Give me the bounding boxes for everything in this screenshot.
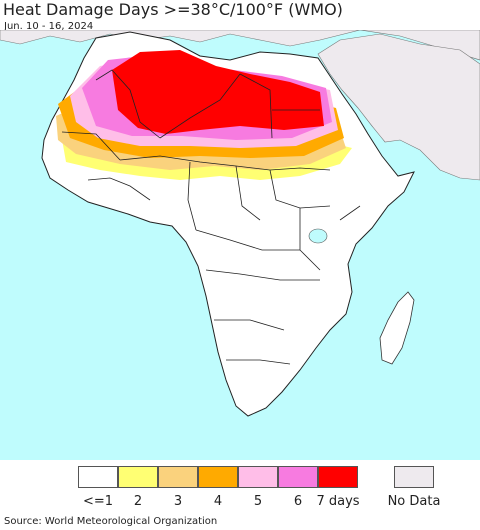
- legend-label-6: 6: [293, 494, 303, 509]
- legend-swatch-5: [238, 466, 278, 488]
- lake-victoria: [308, 228, 328, 244]
- source-credit: Source: World Meteorological Organizatio…: [4, 516, 218, 527]
- africa-map: [0, 30, 480, 460]
- legend-label-1: <=1: [82, 494, 114, 509]
- legend-label-no-data: No Data: [387, 494, 441, 509]
- date-range: Jun. 10 - 16, 2024: [4, 21, 94, 32]
- legend-label-7: 7 days: [316, 494, 360, 509]
- legend-label-3: 3: [173, 494, 183, 509]
- legend-swatch-7: [318, 466, 358, 488]
- legend-label-2: 2: [133, 494, 143, 509]
- legend-swatch-3: [158, 466, 198, 488]
- legend-swatch-2: [118, 466, 158, 488]
- madagascar: [379, 291, 415, 365]
- country-borders: [61, 69, 361, 365]
- legend-label-4: 4: [213, 494, 223, 509]
- legend-swatch-6: [278, 466, 318, 488]
- middle-east-landmass: [317, 33, 480, 181]
- map-panel: [0, 30, 480, 460]
- map-title: Heat Damage Days >=38°C/100°F (WMO): [3, 0, 343, 19]
- legend-swatch-1: [78, 466, 118, 488]
- legend-label-5: 5: [253, 494, 263, 509]
- legend-swatch-4: [198, 466, 238, 488]
- legend-swatch-no-data: [394, 466, 434, 488]
